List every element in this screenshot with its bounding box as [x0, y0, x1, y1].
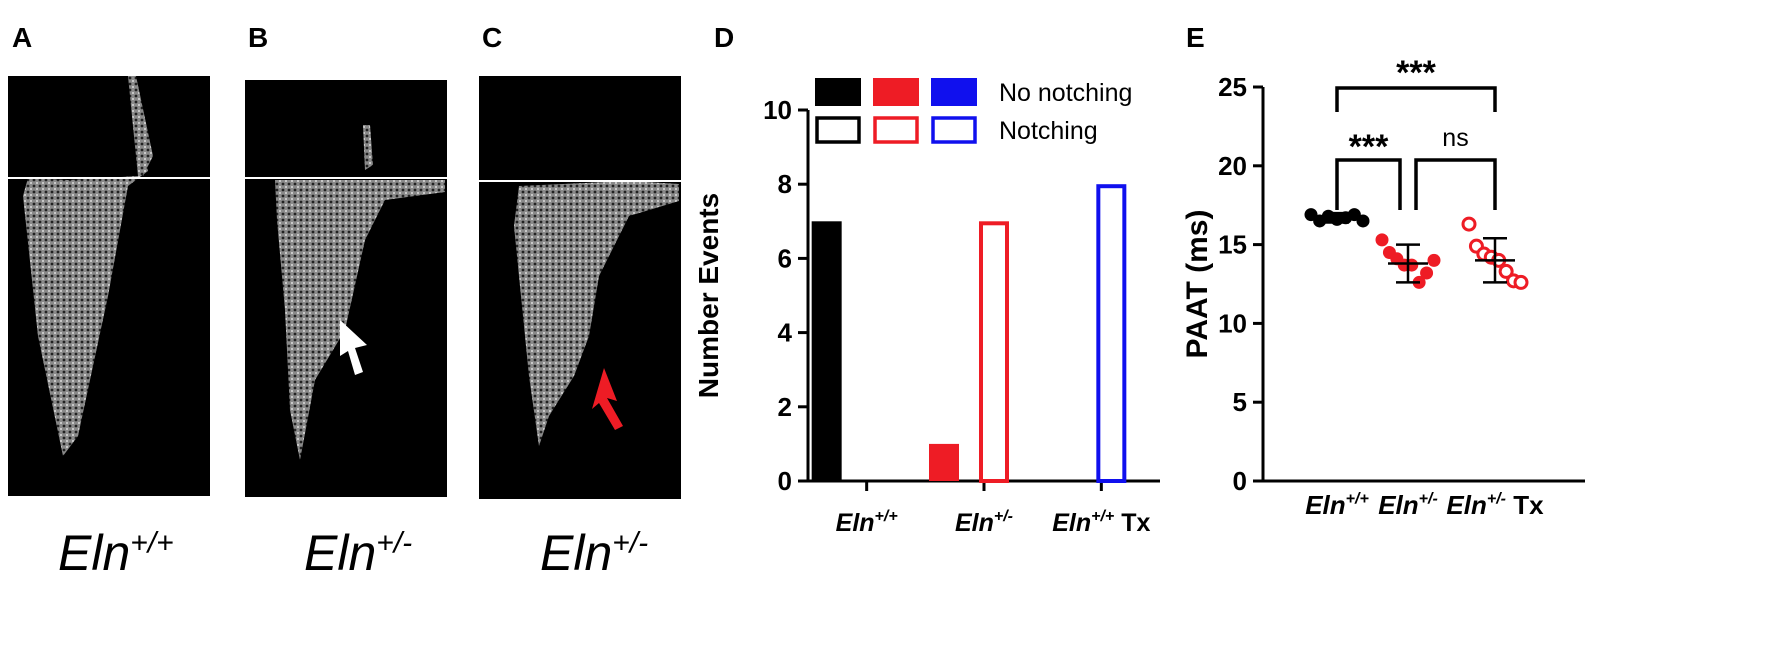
y-tick-label-d: 10 — [763, 95, 792, 125]
x-tick-label-d: Eln+/+ — [836, 508, 898, 537]
data-point — [1498, 263, 1514, 279]
legend-swatch — [815, 116, 861, 144]
panel-label-e: E — [1186, 22, 1205, 53]
x-tick-label-e: Eln+/- — [1378, 490, 1438, 520]
data-point — [1427, 253, 1441, 267]
significance-bracket — [1414, 158, 1497, 210]
y-axis-label-d: Number Events — [693, 193, 724, 398]
bar — [979, 221, 1009, 484]
significance-label: *** — [1349, 128, 1389, 166]
significance-label: *** — [1396, 54, 1436, 92]
data-point — [1375, 233, 1389, 247]
caption-a: Eln+/+ — [58, 525, 174, 581]
panel-label-b: B — [248, 22, 269, 53]
legend-swatch — [873, 116, 919, 144]
y-tick-label-e: 20 — [1218, 151, 1247, 181]
doppler-trace-c — [479, 180, 681, 446]
caption-c: Eln+/- — [540, 525, 649, 581]
legend-swatch — [815, 78, 861, 106]
bar — [1096, 184, 1127, 483]
panel-label-d: D — [714, 22, 735, 53]
x-tick-label-d: Eln+/- — [955, 508, 1013, 537]
arrow-red-icon — [592, 368, 623, 430]
x-tick-label-e: Eln+/+ — [1305, 490, 1369, 520]
y-tick-label-d: 8 — [778, 169, 792, 199]
data-point — [1420, 266, 1434, 280]
doppler-image-c — [479, 76, 681, 499]
y-tick-label-d: 2 — [778, 392, 792, 422]
y-axis-label-e: PAAT (ms) — [1181, 210, 1214, 359]
legend-label: Notching — [999, 117, 1098, 145]
legend-label: No notching — [999, 79, 1132, 107]
y-tick-label-e: 15 — [1218, 230, 1247, 260]
chart-d: 0 2 4 6 8 10 Number Events Eln+/+ Eln+/- Eln+/+ T… — [693, 78, 1160, 537]
caption-b: Eln+/- — [304, 525, 413, 581]
y-tick-label-e: 0 — [1233, 466, 1247, 496]
legend-swatch — [931, 78, 977, 106]
y-tick-label-e: 25 — [1218, 72, 1247, 102]
legend-swatch — [931, 116, 977, 144]
y-tick-label-e: 5 — [1233, 387, 1247, 417]
doppler-image-a — [8, 76, 210, 496]
data-point — [1513, 274, 1529, 290]
doppler-trace-b — [245, 125, 447, 460]
legend-swatch — [873, 78, 919, 106]
panel-label-a: A — [12, 22, 33, 53]
significance-label: ns — [1442, 124, 1468, 152]
significance-bracket — [1335, 86, 1497, 112]
x-tick-label-e: Eln+/- Tx — [1446, 490, 1544, 520]
y-tick-label-d: 6 — [778, 243, 792, 273]
y-tick-label-e: 10 — [1218, 308, 1247, 338]
panel-label-c: C — [482, 22, 503, 53]
chart-e: 0 5 10 15 20 25 PAAT (ms) Eln+/+ Eln+/- Eln+/- Tx… — [1181, 54, 1585, 520]
bar — [929, 443, 959, 481]
data-point — [1461, 216, 1477, 232]
bar — [811, 221, 842, 482]
y-tick-label-d: 4 — [778, 318, 793, 348]
x-tick-label-d: Eln+/+ Tx — [1052, 508, 1150, 537]
arrow-white-icon — [340, 320, 367, 375]
significance-bracket — [1335, 158, 1402, 210]
data-point — [1356, 214, 1370, 228]
doppler-image-b — [245, 80, 447, 497]
y-tick-label-d: 0 — [778, 466, 792, 496]
doppler-trace-a — [8, 76, 210, 456]
